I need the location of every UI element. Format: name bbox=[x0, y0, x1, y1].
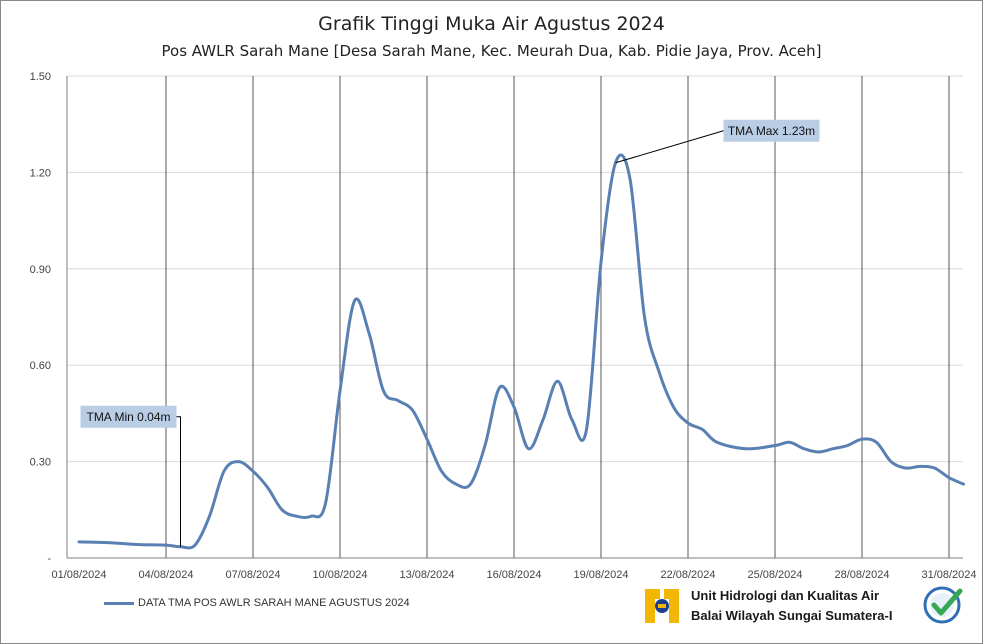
y-tick-label: 1.50 bbox=[30, 71, 51, 83]
x-tick-label: 25/08/2024 bbox=[747, 569, 802, 581]
annotation-leader-line bbox=[176, 416, 181, 547]
legend-swatch bbox=[104, 601, 134, 605]
x-tick-label: 19/08/2024 bbox=[573, 569, 628, 581]
footer: Unit Hidrologi dan Kualitas Air Balai Wi… bbox=[643, 586, 892, 626]
y-tick-label: - bbox=[47, 553, 51, 565]
x-tick-label: 01/08/2024 bbox=[51, 569, 106, 581]
chart-subtitle: Pos AWLR Sarah Mane [Desa Sarah Mane, Ke… bbox=[161, 42, 822, 60]
pupr-logo-icon bbox=[643, 587, 681, 625]
y-tick-label: 0.90 bbox=[30, 264, 51, 276]
footer-line-1: Unit Hidrologi dan Kualitas Air bbox=[691, 588, 880, 603]
x-tick-label: 22/08/2024 bbox=[660, 569, 715, 581]
series-line bbox=[77, 153, 965, 550]
x-tick-label: 07/08/2024 bbox=[225, 569, 280, 581]
legend: DATA TMA POS AWLR SARAH MANE AGUSTUS 202… bbox=[104, 597, 410, 609]
x-tick-label: 31/08/2024 bbox=[921, 569, 976, 581]
x-tick-label: 16/08/2024 bbox=[486, 569, 541, 581]
x-tick-label: 10/08/2024 bbox=[312, 569, 367, 581]
annotation-label: TMA Max 1.23m bbox=[728, 124, 815, 138]
annotation-leader-line bbox=[615, 130, 724, 164]
footer-line-2: Balai Wilayah Sungai Sumatera-I bbox=[691, 608, 893, 623]
annotation-box bbox=[723, 119, 820, 142]
x-tick-label: 13/08/2024 bbox=[399, 569, 454, 581]
y-tick-label: 1.20 bbox=[30, 167, 51, 179]
annotation-label: TMA Min 0.04m bbox=[86, 410, 170, 424]
y-tick-label: 0.60 bbox=[30, 360, 51, 372]
annotation-box bbox=[80, 405, 177, 428]
y-tick-label: 0.30 bbox=[30, 457, 51, 469]
x-tick-label: 28/08/2024 bbox=[834, 569, 889, 581]
legend-label: DATA TMA POS AWLR SARAH MANE AGUSTUS 202… bbox=[138, 597, 410, 609]
x-tick-label: 04/08/2024 bbox=[138, 569, 193, 581]
chart-title: Grafik Tinggi Muka Air Agustus 2024 bbox=[318, 13, 665, 35]
certified-badge-icon bbox=[923, 586, 963, 624]
